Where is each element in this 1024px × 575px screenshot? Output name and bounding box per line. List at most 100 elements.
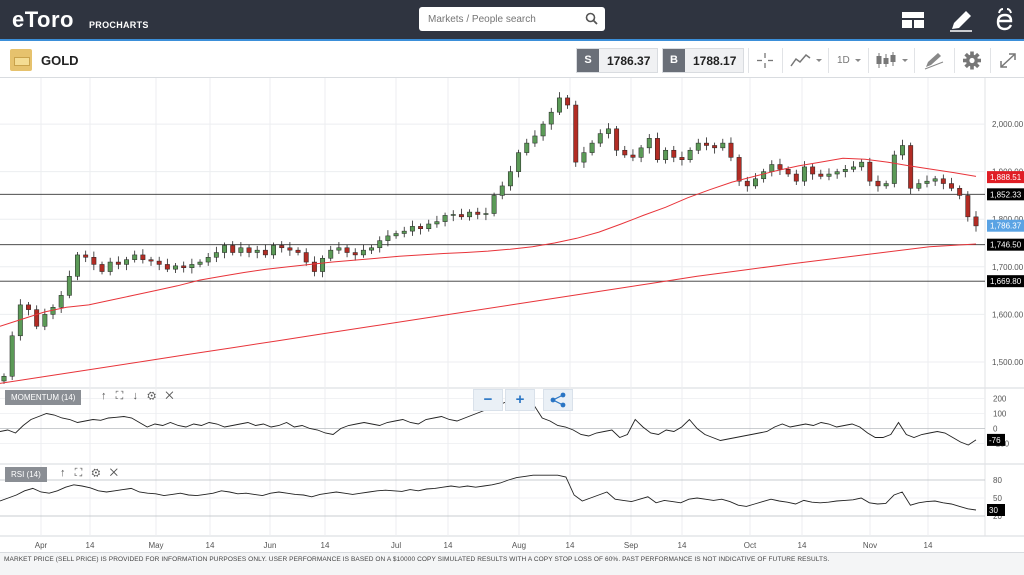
candle-body	[148, 259, 154, 262]
settings-button[interactable]	[954, 48, 988, 73]
candle-body	[507, 171, 513, 187]
rsi-label[interactable]: RSI (14)	[5, 467, 47, 482]
etoro-logo[interactable]: eToro	[12, 7, 74, 32]
chart-type-button[interactable]	[782, 48, 826, 73]
x-tick-label: 14	[444, 541, 453, 550]
moving-average-short	[0, 157, 977, 327]
timeframe-button[interactable]	[828, 48, 866, 73]
expand-icon	[1000, 53, 1016, 68]
price-tag-label: 1,669.80	[990, 277, 1022, 286]
candle-body	[344, 247, 350, 253]
buy-price: 1788.17	[693, 54, 737, 68]
maximize-icon[interactable]: ⛶	[74, 467, 83, 479]
candle-body	[540, 123, 546, 137]
candle-body	[900, 145, 905, 156]
x-tick-label: 14	[321, 541, 330, 550]
drawing-tools-button[interactable]	[914, 48, 952, 73]
momentum-value-label: -76	[989, 436, 1001, 445]
candle-body	[311, 261, 317, 272]
candle-body	[483, 213, 489, 215]
etoro-e-icon[interactable]	[990, 6, 1020, 34]
x-tick-label: 14	[798, 541, 807, 550]
candle-body	[164, 264, 170, 270]
candle-body	[42, 314, 48, 327]
x-tick-label: Apr	[35, 541, 48, 550]
candle-body	[834, 171, 840, 175]
candle-body	[875, 180, 881, 187]
candle-body	[246, 247, 252, 253]
candle-body	[303, 252, 309, 263]
move-up-icon[interactable]: ↑	[60, 467, 66, 479]
x-tick-label: Sep	[624, 541, 639, 550]
y-tick-label: 1,500.00	[992, 358, 1024, 367]
candle-body	[156, 260, 162, 265]
gold-bar-icon	[10, 49, 32, 71]
candle-body	[859, 161, 865, 168]
momentum-tick-label: 100	[993, 410, 1007, 419]
rsi-tick-label: 20	[993, 512, 1002, 521]
rsi-tick-label: 50	[993, 494, 1002, 503]
gear-icon[interactable]: ⚙	[147, 390, 157, 402]
crosshair-button[interactable]	[748, 48, 780, 73]
candle-body	[793, 173, 799, 182]
maximize-icon[interactable]: ⛶	[115, 390, 124, 402]
move-up-icon[interactable]: ↑	[101, 390, 107, 402]
x-tick-label: Jul	[391, 541, 401, 550]
price-tag	[987, 171, 1024, 184]
candle-body	[630, 154, 636, 158]
sell-price-box[interactable]: S 1786.37	[576, 48, 658, 73]
candle-body	[851, 166, 856, 170]
search-input[interactable]	[428, 8, 578, 30]
candle-body	[777, 164, 783, 170]
candle-body	[75, 254, 80, 277]
candle-body	[107, 261, 113, 272]
chart-area[interactable]: Apr 14 May 14 Jun 14 Jul 14 Aug 14 Sep 14 Oct 14 Nov 14…	[0, 78, 1024, 551]
layout-icon[interactable]	[898, 6, 928, 34]
price-tag	[987, 275, 1024, 288]
close-icon[interactable]: ✕	[109, 467, 119, 479]
candle-body	[458, 214, 464, 218]
candle-body	[230, 245, 236, 253]
candle-body	[442, 215, 448, 222]
candle-body	[744, 180, 750, 187]
candle-body	[704, 142, 709, 146]
candle-body	[409, 226, 415, 232]
candle-body	[377, 240, 383, 249]
search-icon[interactable]	[585, 12, 598, 25]
pencil-icon[interactable]	[946, 6, 976, 34]
buy-price-box[interactable]: B 1788.17	[662, 48, 744, 73]
y-tick-label: 2,000.00	[992, 120, 1024, 129]
momentum-label[interactable]: MOMENTUM (14)	[5, 390, 82, 405]
x-tick-label: 14	[566, 541, 575, 550]
crosshair-icon	[757, 53, 773, 68]
close-icon[interactable]: ✕	[165, 390, 174, 402]
price-tag-label: 1,852.33	[990, 190, 1022, 199]
x-tick-label: Oct	[744, 541, 757, 550]
candle-body	[369, 247, 375, 251]
candle-body	[810, 166, 816, 175]
candle-body	[181, 265, 187, 269]
price-chart[interactable]: Apr 14 May 14 Jun 14 Jul 14 Aug 14 Sep 14 Oct 14 Nov 14…	[0, 78, 1024, 551]
zoom-out-button[interactable]: −	[473, 389, 503, 411]
share-icon	[550, 392, 566, 408]
moving-average-long	[0, 243, 977, 384]
disclaimer-text: MARKET PRICE (SELL PRICE) IS PROVIDED FO…	[4, 556, 830, 563]
candle-body	[712, 145, 718, 149]
candle-body	[916, 183, 922, 189]
move-down-icon[interactable]: ↓	[132, 390, 139, 402]
indicators-button[interactable]	[868, 48, 912, 73]
candle-body	[271, 245, 276, 256]
candle-body	[279, 245, 285, 249]
rsi-tick-label: 80	[993, 476, 1002, 485]
candle-body	[499, 185, 505, 196]
price-tag	[987, 238, 1024, 251]
zoom-in-button[interactable]: +	[505, 389, 535, 411]
search-box[interactable]	[419, 7, 605, 31]
gear-icon[interactable]: ⚙	[91, 467, 101, 479]
candle-body	[83, 254, 89, 258]
candle-body	[393, 233, 399, 237]
fullscreen-button[interactable]	[990, 48, 1024, 73]
share-button[interactable]	[543, 389, 573, 411]
candle-body	[516, 152, 522, 172]
candle-body	[205, 257, 211, 263]
